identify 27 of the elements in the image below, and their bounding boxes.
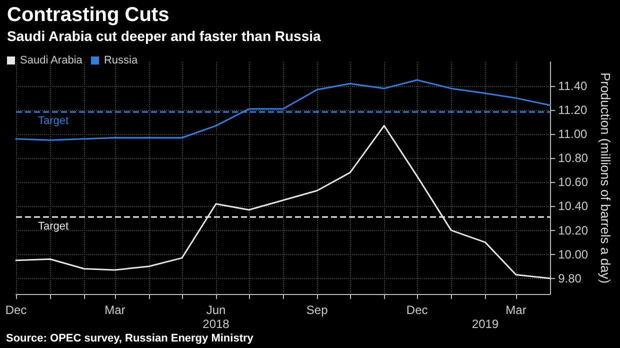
legend-label: Saudi Arabia <box>20 54 84 66</box>
x2-tick-label: 2018 <box>202 317 230 331</box>
x-tick-label: Sep <box>306 303 328 317</box>
ref-line-label: Target <box>38 220 69 233</box>
chart-title: Contrasting Cuts <box>7 4 170 26</box>
line-series <box>15 79 551 141</box>
y-tick-label: 11.00 <box>558 127 588 142</box>
chart-subtitle: Saudi Arabia cut deeper and faster than Russia <box>7 28 322 44</box>
source-note: Source: OPEC survey, Russian Energy Ministry <box>6 332 254 344</box>
y-tick-label: 10.80 <box>558 151 588 166</box>
x-tick-label: Mar <box>104 303 126 317</box>
x2-tick-label: 2019 <box>472 317 499 331</box>
x-tick-label: Dec <box>406 303 428 317</box>
ref-line-label: Target <box>38 114 69 127</box>
y-tick-label: 10.60 <box>558 175 588 190</box>
x-tick-label: Mar <box>506 303 526 317</box>
y-tick-label: 11.20 <box>558 103 588 118</box>
y-tick-label: 9.80 <box>558 271 582 286</box>
y-tick-label: 10.20 <box>558 223 588 238</box>
x-tick-label: Dec <box>5 303 27 317</box>
y-tick-label: 10.40 <box>558 199 588 214</box>
legend-label: Russia <box>104 54 138 66</box>
y-axis-title: Production (millions of barrels a day) <box>598 72 613 284</box>
y-tick-label: 11.40 <box>558 79 588 94</box>
y-tick-label: 10.00 <box>558 247 588 262</box>
x-tick-label: Jun <box>206 303 226 317</box>
line-series <box>15 124 551 280</box>
